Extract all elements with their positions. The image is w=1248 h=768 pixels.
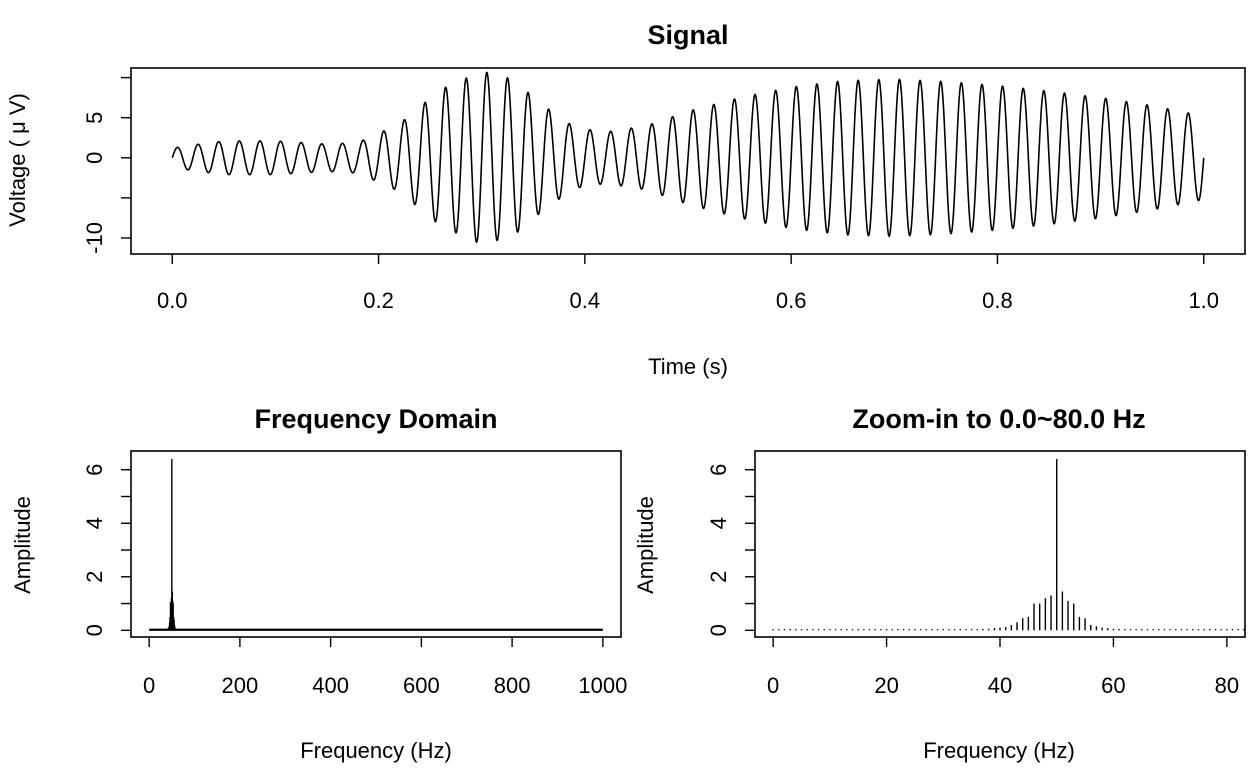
signal-trace bbox=[171, 71, 1205, 244]
zoom-in-y-tick-label: 2 bbox=[706, 571, 731, 583]
signal-xlabel: Time (s) bbox=[648, 354, 728, 379]
frequency-domain-x-ticks: 0 200 400 600 800 1000 bbox=[143, 637, 627, 698]
signal-panel: Signal Time (s) Voltage ( μ V) 0.0 0.2 0.4… bbox=[5, 20, 1246, 379]
signal-y-tick-label: 0 bbox=[82, 152, 107, 164]
zoom-in-x-tick-label: 0 bbox=[767, 673, 779, 698]
frequency-domain-x-tick-label: 400 bbox=[312, 673, 349, 698]
zoom-in-x-tick-label: 40 bbox=[988, 673, 1012, 698]
zoom-in-x-ticks: 0 20 40 60 80 bbox=[767, 637, 1239, 698]
zoom-in-y-tick-label: 6 bbox=[706, 464, 731, 476]
signal-x-tick-label: 0.8 bbox=[982, 288, 1013, 313]
frequency-domain-x-tick-label: 1000 bbox=[578, 673, 627, 698]
zoom-in-x-tick-label: 60 bbox=[1101, 673, 1125, 698]
frequency-domain-y-tick-label: 2 bbox=[82, 571, 107, 583]
signal-x-tick-label: 0.0 bbox=[157, 288, 188, 313]
frequency-domain-plot-box bbox=[130, 450, 622, 638]
signal-x-tick-label: 0.6 bbox=[776, 288, 807, 313]
frequency-domain-ylabel: Amplitude bbox=[10, 496, 35, 594]
frequency-domain-x-tick-label: 800 bbox=[494, 673, 531, 698]
zoom-in-x-tick-label: 20 bbox=[874, 673, 898, 698]
zoom-in-ylabel: Amplitude bbox=[633, 496, 658, 594]
frequency-domain-x-tick-label: 0 bbox=[143, 673, 155, 698]
signal-title: Signal bbox=[647, 20, 728, 50]
signal-x-tick-label: 1.0 bbox=[1188, 288, 1219, 313]
frequency-domain-y-tick-label: 0 bbox=[82, 624, 107, 636]
frequency-domain-xlabel: Frequency (Hz) bbox=[300, 738, 452, 763]
frequency-domain-bars bbox=[149, 459, 603, 631]
frequency-domain-title: Frequency Domain bbox=[254, 404, 497, 434]
zoom-in-xlabel: Frequency (Hz) bbox=[923, 738, 1075, 763]
zoom-in-panel: Zoom-in to 0.0~80.0 Hz Frequency (Hz) Am… bbox=[633, 404, 1246, 763]
signal-y-ticks: -10 0 5 bbox=[82, 76, 131, 254]
zoom-in-bars bbox=[772, 459, 1245, 631]
signal-x-ticks: 0.0 0.2 0.4 0.6 0.8 1.0 bbox=[157, 254, 1219, 313]
signal-x-tick-label: 0.2 bbox=[363, 288, 394, 313]
signal-y-tick-label: -10 bbox=[82, 222, 107, 254]
zoom-in-title: Zoom-in to 0.0~80.0 Hz bbox=[852, 404, 1145, 434]
zoom-in-x-tick-label: 80 bbox=[1215, 673, 1239, 698]
signal-ylabel: Voltage ( μ V) bbox=[5, 93, 30, 227]
signal-x-tick-label: 0.4 bbox=[570, 288, 601, 313]
zoom-in-y-tick-label: 0 bbox=[706, 624, 731, 636]
signal-plot-box bbox=[130, 67, 1246, 255]
signal-y-tick-label: 5 bbox=[82, 112, 107, 124]
frequency-domain-x-tick-label: 200 bbox=[222, 673, 259, 698]
zoom-in-plot-box bbox=[754, 450, 1246, 638]
zoom-in-y-ticks: 0 2 4 6 bbox=[706, 464, 755, 636]
frequency-domain-y-ticks: 0 2 4 6 bbox=[82, 464, 131, 636]
frequency-domain-x-tick-label: 600 bbox=[403, 673, 440, 698]
frequency-domain-y-tick-label: 4 bbox=[82, 517, 107, 529]
zoom-in-y-tick-label: 4 bbox=[706, 517, 731, 529]
frequency-domain-panel: Frequency Domain Frequency (Hz) Amplitud… bbox=[10, 404, 627, 763]
frequency-domain-y-tick-label: 6 bbox=[82, 464, 107, 476]
